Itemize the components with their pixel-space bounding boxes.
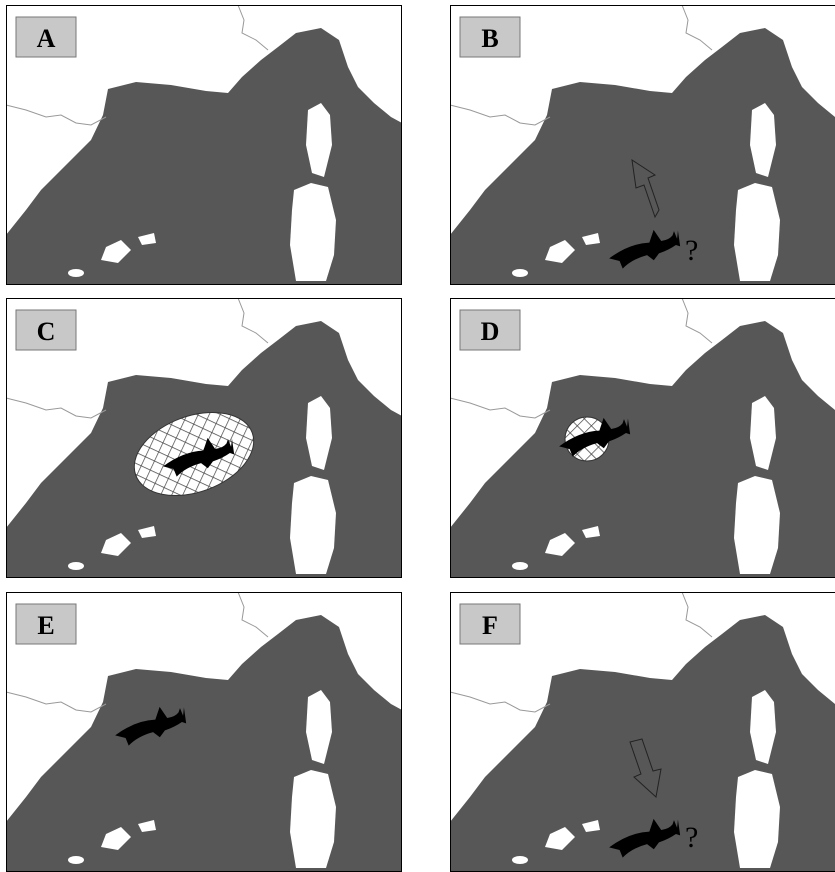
- map-panel: E: [6, 592, 402, 872]
- panel-label: A: [37, 24, 56, 53]
- map-panel: F ?: [450, 592, 835, 872]
- map-panel: A: [6, 5, 402, 285]
- map-panel: C: [6, 298, 402, 578]
- label-box: [15, 309, 77, 351]
- panel-label: F: [482, 611, 498, 640]
- arrow: [631, 158, 660, 219]
- arrow: [629, 738, 662, 798]
- label-box: [15, 603, 77, 645]
- panel-label: D: [481, 317, 500, 346]
- annotation: ?: [685, 234, 698, 267]
- annotation: ?: [685, 821, 698, 854]
- map-panel: B ?: [450, 5, 835, 285]
- panel-label: C: [37, 317, 56, 346]
- label-box: [459, 309, 521, 351]
- panel-label: E: [37, 611, 54, 640]
- label-box: [15, 16, 77, 58]
- panel-label: B: [481, 24, 498, 53]
- label-box: [459, 603, 521, 645]
- map-panel: D: [450, 298, 835, 578]
- label-box: [459, 16, 521, 58]
